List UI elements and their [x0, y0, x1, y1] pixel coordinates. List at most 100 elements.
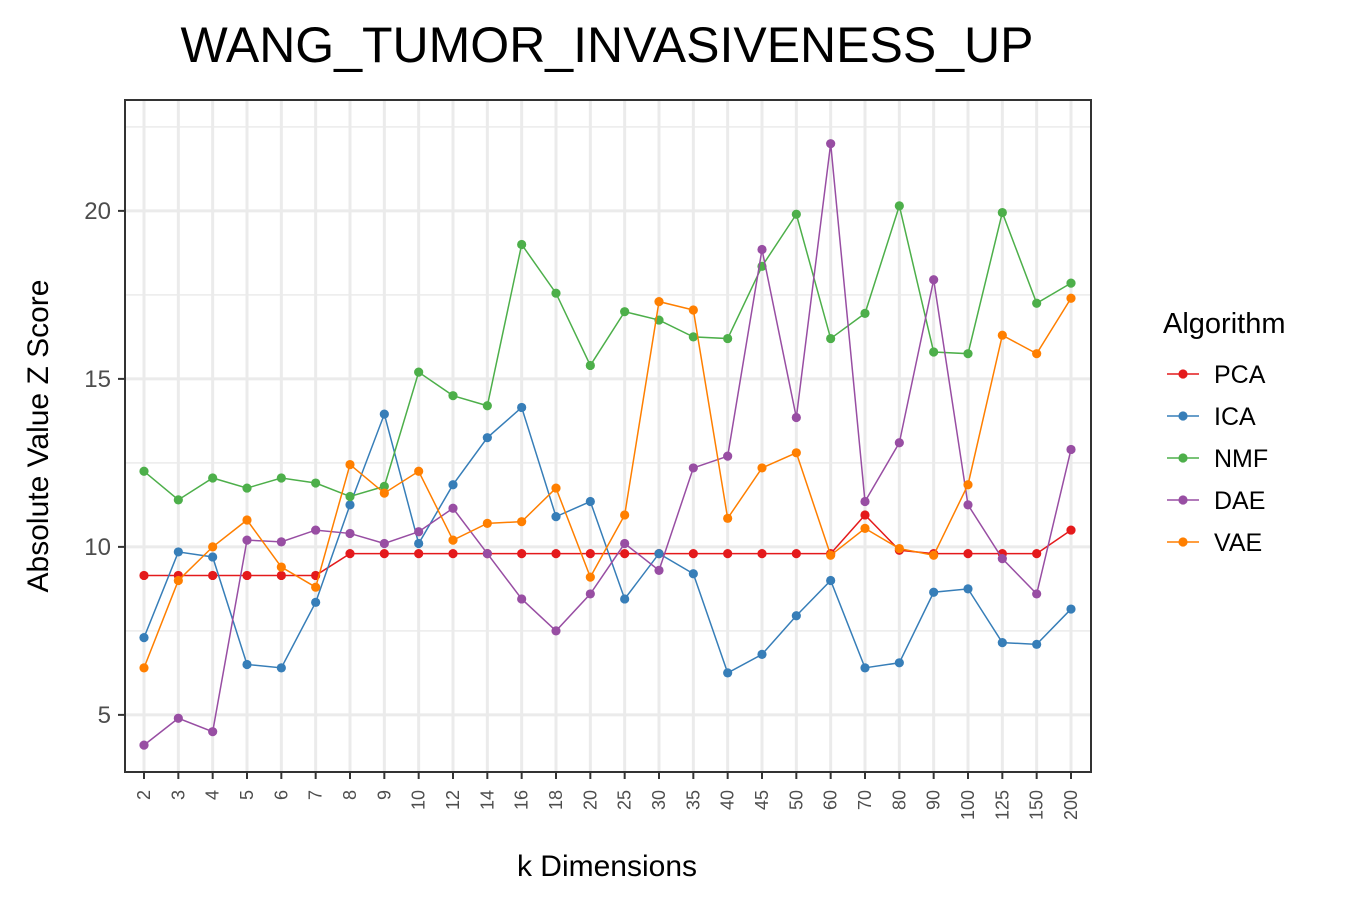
- legend-item-dae: DAE: [1167, 487, 1265, 515]
- data-point-dae: [929, 275, 939, 285]
- data-point-nmf: [414, 367, 424, 377]
- legend: Algorithm PCA ICA NMF DAE VAE: [1163, 308, 1286, 557]
- data-point-vae: [963, 480, 973, 490]
- x-tick-label: 70: [855, 790, 875, 810]
- data-point-pca: [585, 549, 595, 559]
- x-tick-label: 12: [443, 790, 463, 810]
- data-point-ica: [139, 633, 149, 643]
- data-point-dae: [894, 438, 904, 448]
- data-point-ica: [345, 500, 355, 510]
- data-point-pca: [276, 570, 286, 581]
- x-axis-title: k Dimensions: [517, 850, 697, 883]
- data-point-nmf: [997, 207, 1007, 218]
- data-point-vae: [414, 466, 424, 476]
- data-point-pca: [723, 549, 733, 559]
- data-point-dae: [311, 525, 321, 535]
- data-point-vae: [345, 459, 355, 470]
- x-tick-label: 6: [271, 790, 291, 800]
- data-point-dae: [139, 740, 149, 750]
- data-point-dae: [688, 463, 698, 473]
- data-point-dae: [482, 549, 492, 559]
- data-point-ica: [414, 538, 424, 549]
- data-point-nmf: [482, 401, 492, 411]
- data-point-pca: [791, 549, 801, 559]
- data-point-vae: [929, 550, 939, 560]
- data-point-vae: [482, 518, 492, 528]
- data-point-ica: [482, 433, 492, 443]
- data-point-nmf: [1032, 298, 1042, 308]
- data-point-vae: [208, 542, 218, 552]
- data-point-dae: [723, 451, 733, 461]
- data-point-nmf: [723, 333, 733, 344]
- x-tick-label: 10: [409, 790, 429, 810]
- data-point-dae: [1066, 444, 1076, 455]
- data-point-pca: [1032, 549, 1042, 559]
- data-point-pca: [860, 510, 870, 520]
- data-point-nmf: [311, 478, 321, 488]
- x-tick-label: 90: [924, 790, 944, 810]
- data-point-dae: [551, 626, 561, 636]
- data-point-vae: [826, 550, 836, 560]
- data-point-vae: [517, 517, 527, 527]
- x-tick-label: 30: [649, 790, 669, 810]
- series-ica: [139, 402, 1076, 678]
- data-point-pca: [208, 570, 218, 581]
- data-point-ica: [208, 552, 218, 562]
- data-point-ica: [311, 597, 321, 607]
- legend-key-point: [1178, 495, 1188, 505]
- x-tick-label: 50: [786, 790, 806, 810]
- y-axis-title: Absolute Value Z Score: [22, 280, 55, 593]
- series-line-vae: [143, 297, 1072, 669]
- data-point-pca: [688, 549, 698, 559]
- data-point-ica: [997, 638, 1007, 648]
- data-point-vae: [173, 575, 183, 586]
- data-point-nmf: [585, 360, 595, 371]
- x-tick-label: 5: [237, 790, 257, 800]
- data-point-vae: [585, 572, 595, 582]
- data-point-vae: [311, 582, 321, 592]
- data-point-vae: [242, 515, 252, 525]
- data-point-pca: [139, 570, 149, 581]
- y-tick-label: 5: [98, 702, 111, 729]
- data-point-nmf: [379, 481, 389, 491]
- data-point-nmf: [929, 347, 939, 357]
- data-point-ica: [276, 663, 286, 673]
- legend-label: DAE: [1214, 487, 1265, 515]
- data-point-nmf: [551, 288, 561, 298]
- y-tick-label: 15: [84, 366, 111, 393]
- data-point-dae: [208, 727, 218, 737]
- x-tick-label: 7: [306, 790, 326, 800]
- data-point-pca: [379, 549, 389, 559]
- legend-item-vae: VAE: [1167, 529, 1262, 557]
- data-point-dae: [517, 594, 527, 604]
- legend-label: VAE: [1214, 529, 1262, 557]
- legend-item-nmf: NMF: [1167, 445, 1268, 473]
- plot-grid: [125, 100, 1091, 772]
- data-point-vae: [620, 510, 630, 520]
- data-point-ica: [1066, 604, 1076, 614]
- data-point-vae: [791, 448, 801, 458]
- data-point-ica: [963, 584, 973, 594]
- data-point-vae: [276, 562, 286, 572]
- data-point-vae: [654, 297, 664, 307]
- data-point-dae: [997, 554, 1007, 564]
- series-line-nmf: [143, 203, 1072, 501]
- x-tick-label: 8: [340, 790, 360, 800]
- data-point-dae: [620, 538, 630, 549]
- legend-item-ica: ICA: [1167, 403, 1256, 431]
- legend-key-point: [1178, 411, 1188, 421]
- plot-series: [139, 139, 1076, 750]
- data-point-nmf: [448, 391, 458, 401]
- data-point-nmf: [345, 491, 355, 502]
- plot-panel-border: [124, 99, 1092, 773]
- data-point-vae: [997, 330, 1007, 340]
- series-nmf: [139, 201, 1076, 505]
- data-point-pca: [242, 570, 252, 581]
- data-point-nmf: [688, 332, 698, 342]
- data-point-dae: [826, 139, 836, 149]
- legend-item-pca: PCA: [1167, 361, 1266, 389]
- x-tick-label: 20: [580, 790, 600, 810]
- data-point-ica: [517, 402, 527, 413]
- data-point-vae: [1066, 293, 1076, 303]
